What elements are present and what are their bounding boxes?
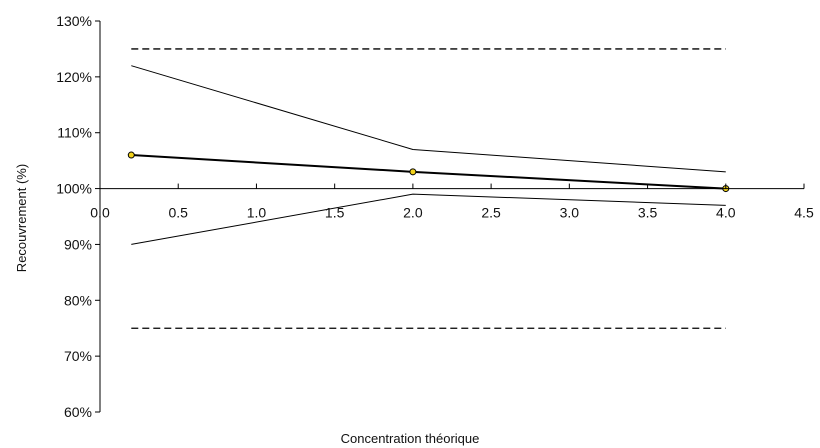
y-tick-label-7: 120%	[56, 69, 92, 85]
x-tick-label-6: 2.5	[481, 205, 501, 221]
chart-marks	[127, 48, 730, 329]
x-tick-label-3: 1.0	[247, 205, 267, 221]
y-tick-label-8: 130%	[56, 13, 92, 29]
x-tick-label-9: 4.0	[716, 205, 736, 221]
x-tick-label-4: 1.5	[325, 205, 345, 221]
series-point-1-2	[409, 168, 417, 176]
y-axis-title: Recouvrement (%)	[14, 164, 29, 272]
y-tick-label-4: 90%	[64, 236, 92, 252]
y-tick-label-2: 70%	[64, 348, 92, 364]
series-line-1	[131, 154, 726, 190]
x-tick-label-1: 0.0	[90, 205, 110, 221]
x-tick-label-7: 3.0	[560, 205, 580, 221]
x-tick-label-10: 4.5	[794, 205, 814, 221]
y-tick-label-3: 80%	[64, 292, 92, 308]
chart-labels: Concentration théorique Recouvrement (%)	[14, 164, 479, 446]
x-tick-label-8: 3.5	[638, 205, 658, 221]
x-tick-label-2: 0.5	[168, 205, 188, 221]
y-tick-label-1: 60%	[64, 404, 92, 420]
x-tick-label-5: 2.0	[403, 205, 423, 221]
chart-axes: 60% 70% 80% 90% 100% 110% 120% 130% 0.0 0.5 1.0 1.5…	[56, 13, 814, 420]
series-point-1-1	[127, 151, 135, 159]
y-tick-label-6: 110%	[57, 125, 92, 141]
series-line-3	[131, 193, 726, 245]
series-line-2	[131, 65, 726, 173]
x-axis-title: Concentration théorique	[341, 431, 480, 446]
y-tick-label-5: 100%	[56, 181, 92, 197]
